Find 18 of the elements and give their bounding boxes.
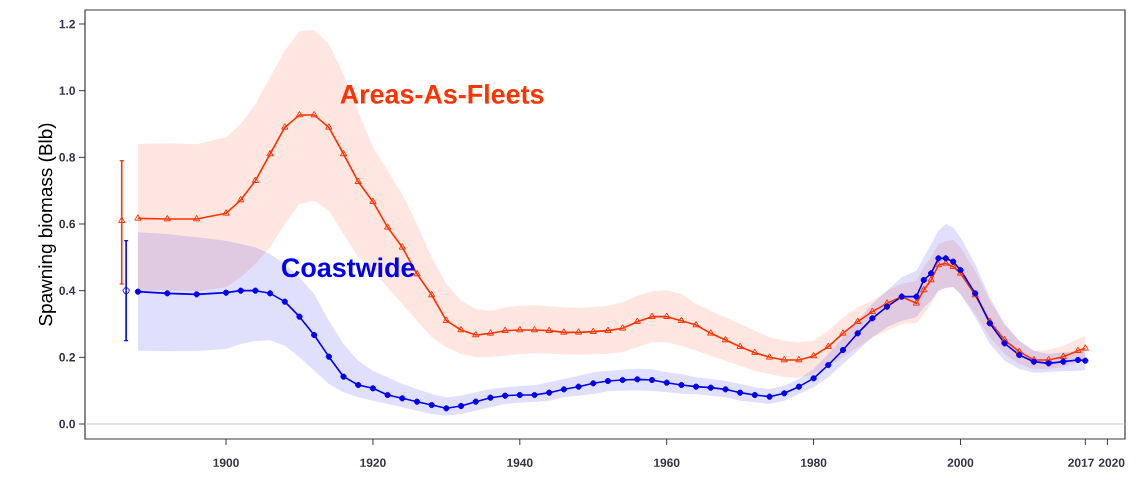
- x-tick-label: 1940: [507, 458, 533, 467]
- y-tick-label: 1.0: [59, 86, 75, 95]
- y-tick-label: 1.2: [59, 19, 75, 29]
- x-tick-label: 1960: [654, 458, 680, 467]
- y-tick-label: 0.2: [59, 353, 75, 362]
- y-tick-label: 0.4: [59, 286, 76, 295]
- x-tick-label: 2017: [1068, 458, 1094, 467]
- y-tick-label: 0.6: [59, 219, 76, 229]
- x-tick-label: 2020: [1098, 458, 1125, 467]
- y-tick-label: 0.8: [59, 153, 76, 162]
- series-label: Coastwide: [282, 257, 415, 278]
- y-axis-title: Spawning biomass (Blb): [38, 123, 57, 326]
- x-tick-label: 1980: [801, 458, 827, 467]
- series-label: Areas-As-Fleets: [340, 84, 544, 104]
- x-tick-label: 1920: [360, 458, 386, 467]
- x-tick-label: 1900: [213, 458, 239, 467]
- x-tick-label: 2000: [947, 458, 974, 467]
- y-tick-label: 0.0: [59, 419, 75, 429]
